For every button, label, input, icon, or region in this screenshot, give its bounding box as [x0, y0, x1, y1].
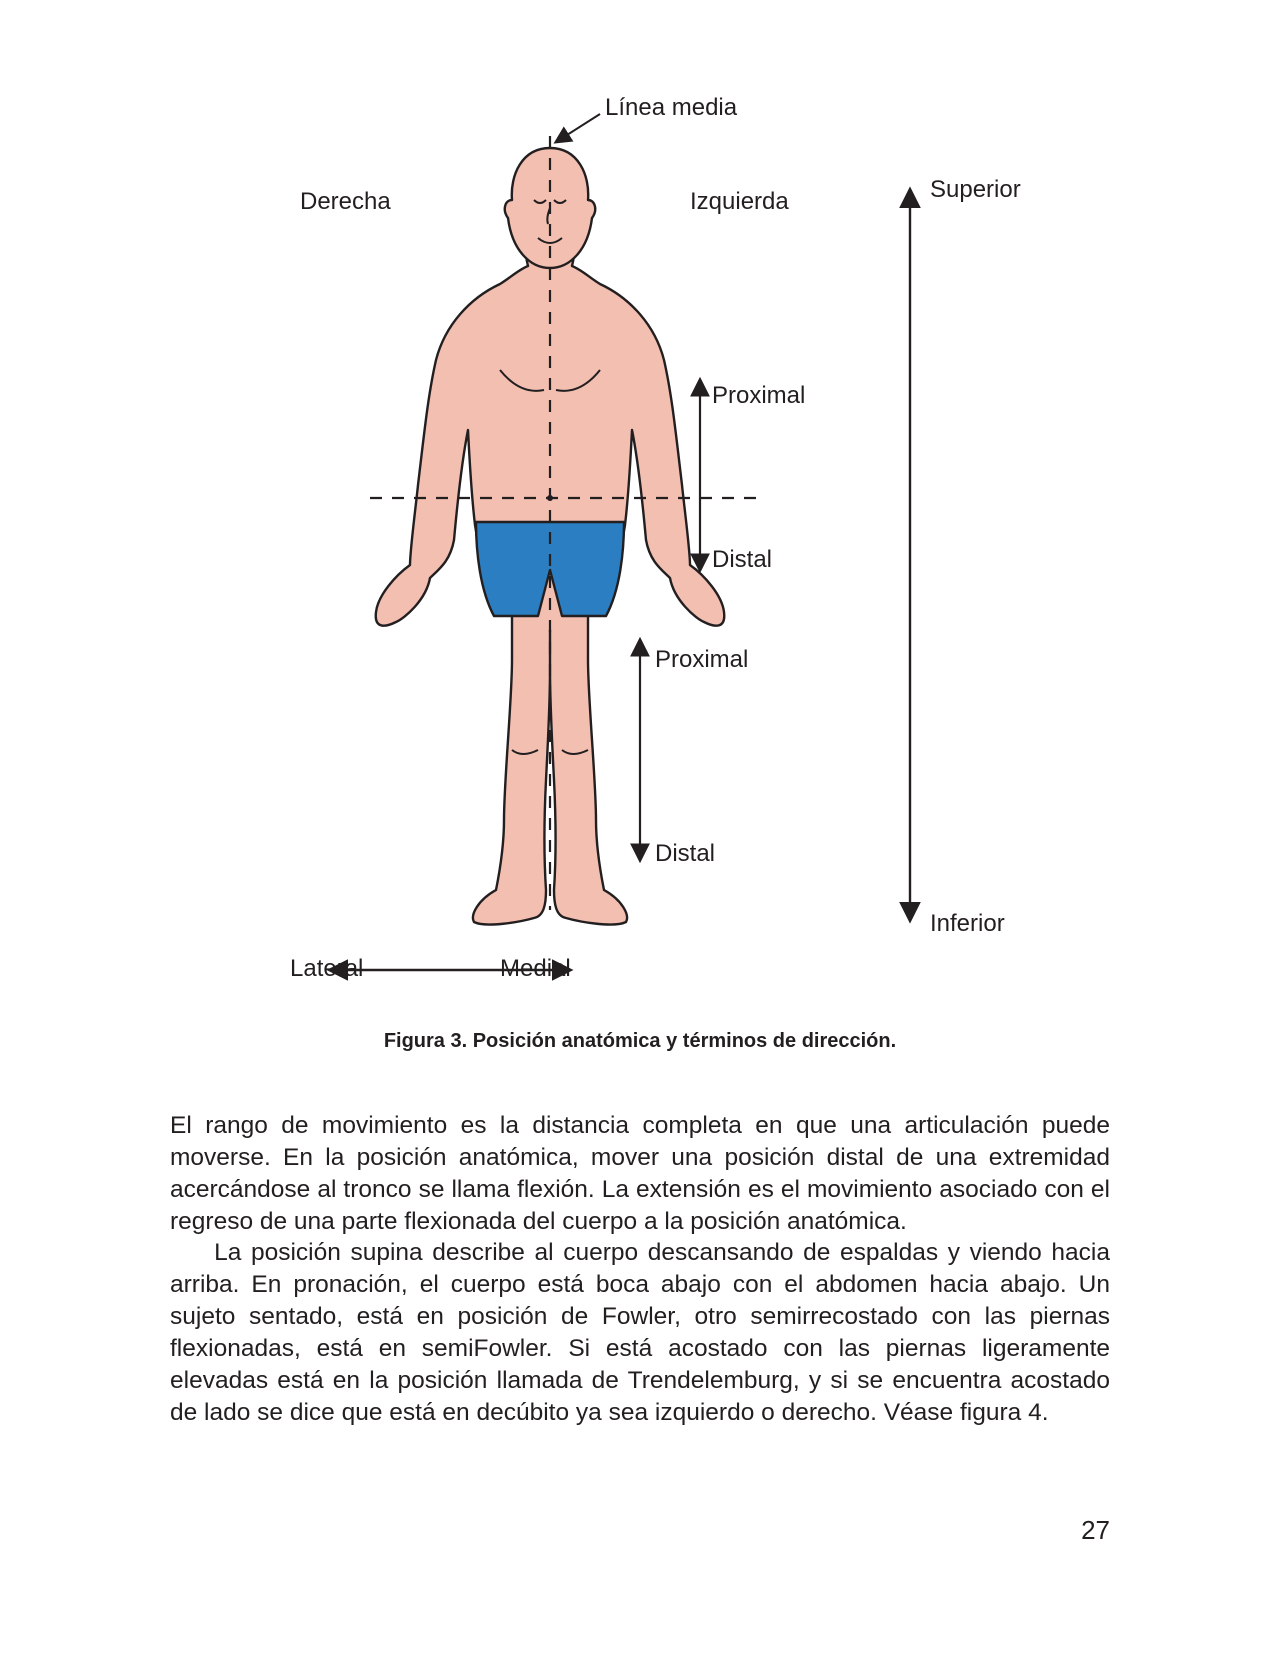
anatomical-svg [200, 100, 1080, 1000]
page-number: 27 [1081, 1515, 1110, 1546]
label-inferior: Inferior [930, 910, 1005, 938]
label-distal-leg: Distal [655, 840, 715, 868]
body-text: El rango de movimiento es la distancia c… [170, 1110, 1110, 1428]
label-medial: Medial [500, 955, 571, 983]
paragraph-2: La posición supina describe al cuerpo de… [170, 1237, 1110, 1428]
linea-media-pointer [556, 114, 600, 142]
label-proximal-leg: Proximal [655, 646, 748, 674]
label-linea-media: Línea media [605, 94, 737, 122]
anatomical-figure: Línea media Derecha Izquierda Superior I… [200, 100, 1080, 1000]
label-derecha: Derecha [300, 188, 391, 216]
label-distal-arm: Distal [712, 546, 772, 574]
label-lateral: Lateral [290, 955, 363, 983]
figure-caption: Figura 3. Posición anatómica y términos … [0, 1030, 1280, 1053]
label-izquierda: Izquierda [690, 188, 789, 216]
label-superior: Superior [930, 176, 1021, 204]
paragraph-1: El rango de movimiento es la distancia c… [170, 1110, 1110, 1237]
label-proximal-arm: Proximal [712, 382, 805, 410]
page: Línea media Derecha Izquierda Superior I… [0, 0, 1280, 1656]
